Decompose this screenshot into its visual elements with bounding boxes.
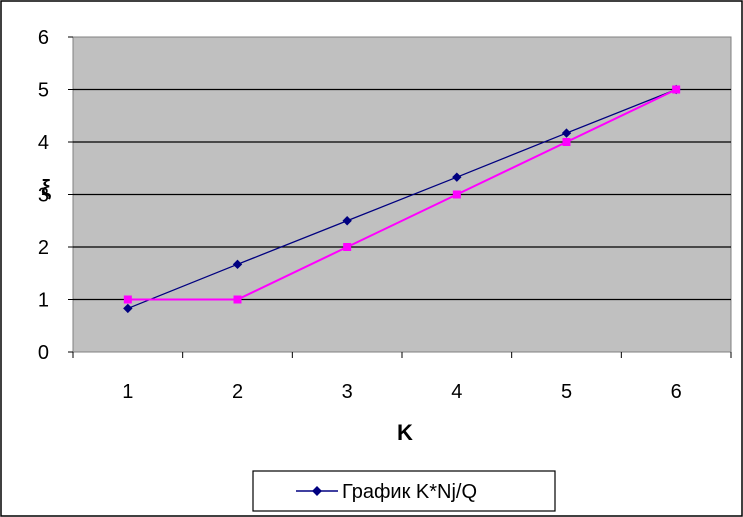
data-point <box>452 190 461 199</box>
data-point <box>342 216 352 226</box>
data-point <box>123 303 133 314</box>
data-point <box>123 295 132 304</box>
legend: График K*Nj/Q <box>252 470 556 512</box>
x-tick-label: 3 <box>342 381 353 403</box>
y-tick-label: 3 <box>38 185 49 207</box>
x-tick-label: 5 <box>561 381 572 403</box>
x-tick-label: 6 <box>671 381 682 403</box>
y-axis-title: ξ <box>41 175 51 200</box>
y-tick-label: 4 <box>38 132 49 154</box>
x-tick-marks <box>72 352 732 358</box>
y-tick-label: 0 <box>38 342 49 364</box>
data-point <box>672 85 681 94</box>
x-tick-label: 2 <box>232 381 243 403</box>
y-tick-label: 1 <box>38 290 49 312</box>
y-axis-label: ξ <box>41 175 51 200</box>
data-point <box>232 259 243 270</box>
y-tick-label: 2 <box>38 237 49 259</box>
x-tick-label: 4 <box>451 381 462 403</box>
data-point <box>562 138 571 146</box>
series-layer <box>123 84 681 314</box>
data-point <box>561 128 572 138</box>
x-axis-title: K <box>397 420 413 445</box>
x-tick-labels: 1 2 3 4 5 6 <box>122 381 681 403</box>
legend-marker <box>312 486 322 496</box>
series-line <box>127 88 677 310</box>
y-tick-label: 6 <box>38 27 49 49</box>
data-point <box>343 243 352 251</box>
legend-label: График K*Nj/Q <box>342 481 477 503</box>
series-line <box>127 88 677 301</box>
y-tick-label: 5 <box>38 80 49 102</box>
data-point <box>233 295 242 304</box>
y-tick-labels: 0 1 2 3 4 5 6 <box>38 27 73 364</box>
data-point <box>452 172 462 182</box>
x-tick-label: 1 <box>122 381 133 403</box>
